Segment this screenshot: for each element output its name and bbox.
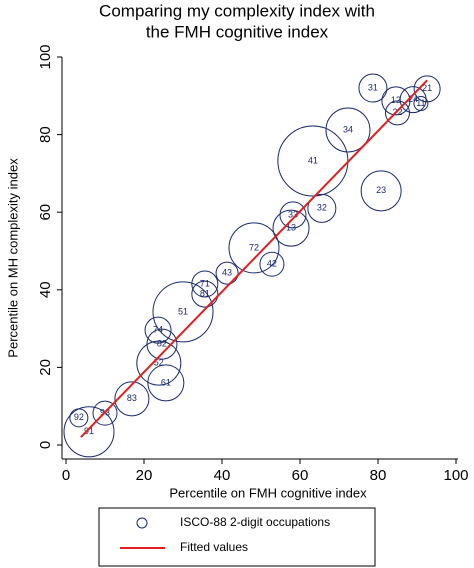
bubble <box>228 222 280 274</box>
bubble <box>381 86 411 116</box>
bubble <box>385 100 410 126</box>
bubble-label: 33 <box>288 209 298 219</box>
bubble <box>92 400 118 426</box>
bubble <box>136 340 182 386</box>
bubble-label: 23 <box>376 185 386 195</box>
fitted-line <box>80 79 428 438</box>
x-tick-label: 80 <box>370 467 387 484</box>
bubble-label: 72 <box>249 242 259 252</box>
bubble <box>259 251 285 277</box>
chart-title: Comparing my complexity index with <box>99 1 375 20</box>
chart-title: the FMH cognitive index <box>146 22 329 41</box>
bubble <box>399 86 427 114</box>
bubble-label: 61 <box>161 377 171 387</box>
bubble-label: 82 <box>157 338 167 348</box>
bubble <box>69 408 89 428</box>
y-tick-label: 40 <box>37 281 54 298</box>
bubble <box>147 364 185 402</box>
bubble <box>215 261 239 285</box>
bubble-label: 31 <box>368 82 378 92</box>
bubble <box>325 107 371 153</box>
bubble-label: 91 <box>84 426 94 436</box>
bubble-label: 11 <box>416 98 425 108</box>
bubble-label: 24 <box>408 94 418 104</box>
legend-label: Fitted values <box>180 540 248 554</box>
bubble-label: 43 <box>222 267 232 277</box>
bubble-label: 52 <box>154 358 164 368</box>
bubble <box>144 316 172 344</box>
x-tick-label: 100 <box>443 467 468 484</box>
bubble-label: 12 <box>391 95 401 105</box>
bubble-label: 81 <box>200 288 210 298</box>
legend-label: ISCO-88 2-digit occupations <box>180 515 330 529</box>
bubble <box>413 96 429 112</box>
bubble <box>152 281 214 343</box>
x-tick-label: 40 <box>214 467 231 484</box>
bubble-label: 42 <box>267 259 277 269</box>
bubble <box>307 193 337 223</box>
bubble <box>413 75 441 103</box>
legend-symbol <box>136 517 148 529</box>
y-tick-label: 100 <box>37 44 54 69</box>
bubble-label: 83 <box>127 393 137 403</box>
y-tick-label: 0 <box>37 441 54 449</box>
bubble-label: 21 <box>422 83 432 93</box>
y-tick-label: 60 <box>37 204 54 221</box>
bubble-label: 51 <box>178 306 188 316</box>
bubble <box>279 201 307 229</box>
bubble <box>358 73 388 103</box>
bubble-label: 41 <box>308 155 318 165</box>
x-tick-label: 0 <box>62 467 70 484</box>
x-tick-label: 60 <box>292 467 309 484</box>
bubble-label: 71 <box>200 278 210 288</box>
bubble-label: 34 <box>343 124 353 134</box>
legend-box <box>98 507 376 567</box>
bubble-label: 32 <box>317 203 327 213</box>
bubble <box>360 170 402 212</box>
bubble <box>272 209 310 247</box>
bubble <box>191 270 219 298</box>
y-tick-label: 20 <box>37 359 54 376</box>
bubble-label: 13 <box>286 222 296 232</box>
bubble <box>63 406 115 458</box>
x-axis-label: Percentile on FMH cognitive index <box>169 485 367 500</box>
bubble <box>114 381 150 417</box>
y-tick-label: 80 <box>37 126 54 143</box>
bubble-label: 92 <box>74 412 84 422</box>
x-tick-label: 20 <box>136 467 153 484</box>
y-axis-label: Percentile on MH complexity index <box>5 158 20 358</box>
bubble <box>191 280 219 308</box>
